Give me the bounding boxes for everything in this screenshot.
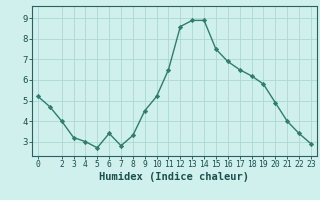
X-axis label: Humidex (Indice chaleur): Humidex (Indice chaleur) (100, 172, 249, 182)
